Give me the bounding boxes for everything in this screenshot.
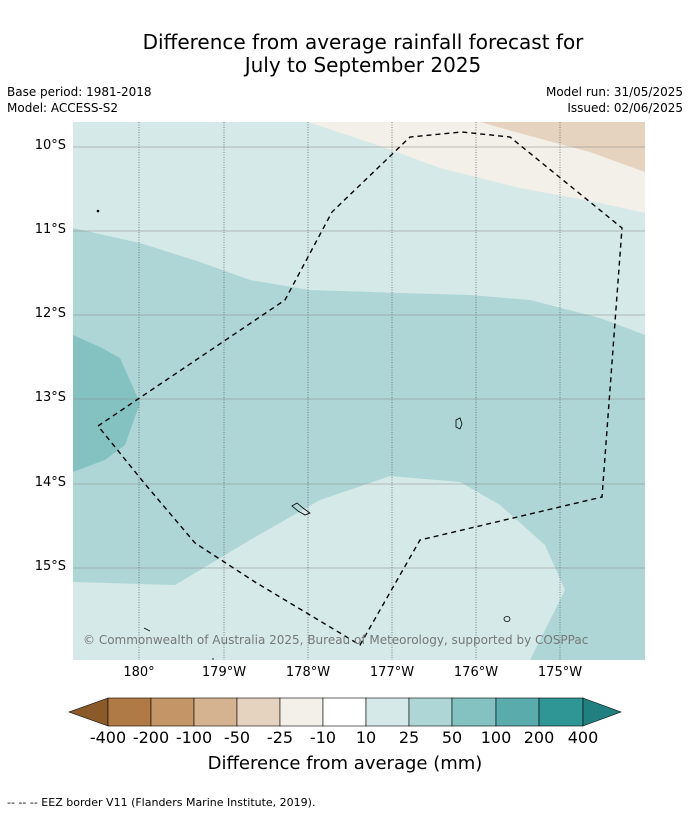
colorbar-tick: -25 <box>266 728 294 747</box>
colorbar-tick: 50 <box>441 728 463 747</box>
lon-label-177w: 177°W <box>369 665 415 680</box>
colorbar-tick: -200 <box>132 728 170 747</box>
colorbar-cell-7 <box>365 697 410 727</box>
island-south <box>503 616 511 622</box>
colorbar-tick: 400 <box>567 728 599 747</box>
island-west <box>291 502 311 516</box>
lat-label-11s: 11°S <box>34 222 66 237</box>
colorbar-cell-3 <box>193 697 238 727</box>
field-25-50 <box>73 228 645 660</box>
lat-label-15s: 15°S <box>34 559 66 574</box>
lat-label-13s: 13°S <box>34 390 66 405</box>
meta-left: Base period: 1981-2018 Model: ACCESS-S2 <box>7 84 152 116</box>
colorbar-tick: 100 <box>480 728 512 747</box>
graticule <box>73 146 645 569</box>
model-run: Model run: 31/05/2025 <box>545 85 683 99</box>
colorbar-tick: 10 <box>355 728 377 747</box>
colorbar-low-arrow <box>68 697 109 727</box>
colorbar-cell-11 <box>538 697 584 727</box>
colorbar-cell-4 <box>236 697 281 727</box>
copyright-notice: © Commonwealth of Australia 2025, Bureau… <box>83 633 589 647</box>
colorbar-title: Difference from average (mm) <box>207 753 483 774</box>
colorbar-cell-10 <box>495 697 540 727</box>
colorbar-tick: -50 <box>223 728 251 747</box>
islands <box>96 209 511 660</box>
rainfall-anomaly-field <box>73 122 645 660</box>
base-period: Base period: 1981-2018 <box>7 85 152 99</box>
field-minus50-minus25 <box>480 122 645 172</box>
island-east <box>455 417 463 430</box>
lon-label-176w: 176°W <box>453 665 499 680</box>
field-10-25-north <box>73 122 645 275</box>
colorbar-cell-8 <box>408 697 453 727</box>
lat-label-12s: 12°S <box>34 306 66 321</box>
colorbar-cell-6 <box>322 697 367 727</box>
map-title-line1: Difference from average rainfall forecas… <box>142 30 584 54</box>
eez-border <box>96 131 623 646</box>
colorbar-tick: 200 <box>523 728 555 747</box>
colorbar-tick: -100 <box>175 728 213 747</box>
meta-right: Model run: 31/05/2025 Issued: 02/06/2025 <box>546 84 683 116</box>
colorbar-high-arrow <box>582 697 622 727</box>
field-50-100 <box>73 335 140 472</box>
colorbar-tick: 25 <box>398 728 420 747</box>
lat-label-10s: 10°S <box>34 138 66 153</box>
map-title-line2: July to September 2025 <box>244 53 482 77</box>
lon-label-180: 180° <box>123 665 155 680</box>
colorbar-cell-2 <box>150 697 195 727</box>
colorbar-tick: -400 <box>89 728 127 747</box>
meridians <box>138 122 561 660</box>
colorbar-cell-9 <box>451 697 497 727</box>
model-name: Model: ACCESS-S2 <box>7 101 119 115</box>
lon-label-175w: 175°W <box>537 665 583 680</box>
island-sliver <box>143 627 151 632</box>
lat-label-14s: 14°S <box>34 475 66 490</box>
colorbar-cell-5 <box>279 697 324 727</box>
island-dot <box>96 209 100 213</box>
lon-label-178w: 178°W <box>285 665 331 680</box>
colorbar <box>68 697 622 727</box>
lon-label-179w: 179°W <box>201 665 247 680</box>
colorbar-tick: -10 <box>309 728 337 747</box>
eez-legend-footer: -- -- -- EEZ border V11 (Flanders Marine… <box>7 796 316 809</box>
issued-date: Issued: 02/06/2025 <box>567 101 683 115</box>
map-title: Difference from average rainfall forecas… <box>0 31 690 77</box>
colorbar-cell-1 <box>107 697 152 727</box>
